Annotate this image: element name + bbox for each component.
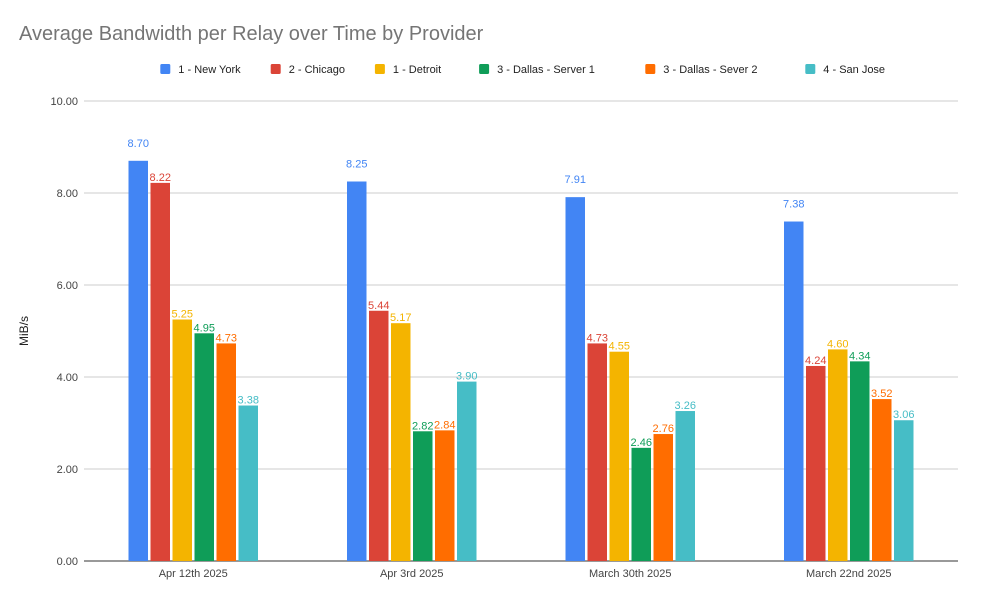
data-label: 5.17 <box>390 312 411 324</box>
data-label: 7.91 <box>565 174 586 186</box>
legend-label: 3 - Dallas - Sever 2 <box>663 64 757 76</box>
data-label: 2.84 <box>434 419 455 431</box>
data-label: 8.22 <box>150 172 171 184</box>
data-label: 5.25 <box>172 309 193 321</box>
y-tick-label: 4.00 <box>57 372 78 384</box>
bar[interactable] <box>457 381 477 561</box>
x-tick-label: March 22nd 2025 <box>806 568 892 580</box>
gridlines <box>84 100 958 562</box>
legend-label: 1 - New York <box>178 64 241 76</box>
data-label: 3.90 <box>456 371 477 383</box>
data-label: 4.60 <box>827 338 848 350</box>
y-tick-label: 6.00 <box>57 280 78 292</box>
y-axis-label: MiB/s <box>17 316 31 346</box>
data-label: 8.70 <box>128 138 149 150</box>
data-label: 7.38 <box>783 199 804 211</box>
legend-label: 2 - Chicago <box>289 64 345 76</box>
legend-swatch <box>270 64 281 74</box>
data-label: 3.26 <box>675 400 696 412</box>
x-axis: Apr 12th 2025 Apr 3rd 2025 March 30th 2025… <box>159 568 892 580</box>
bar[interactable] <box>172 319 193 562</box>
data-label: 4.24 <box>805 355 826 367</box>
data-label: 2.82 <box>412 420 433 432</box>
bar[interactable] <box>850 361 870 561</box>
bar[interactable] <box>675 411 696 561</box>
legend-label: 4 - San Jose <box>823 64 885 76</box>
y-tick-label: 2.00 <box>57 464 78 476</box>
data-label: 5.44 <box>368 300 389 312</box>
data-label: 4.95 <box>194 322 215 334</box>
bar[interactable] <box>828 349 848 561</box>
bar[interactable] <box>565 197 586 561</box>
x-tick-label: Apr 12th 2025 <box>159 568 228 580</box>
data-label: 4.55 <box>609 341 630 353</box>
x-tick-label: March 30th 2025 <box>589 568 672 580</box>
legend-swatch <box>805 64 816 74</box>
bar[interactable] <box>784 221 804 561</box>
bar[interactable] <box>391 323 411 561</box>
bar[interactable] <box>128 160 149 562</box>
bar[interactable] <box>587 343 608 561</box>
legend-swatch <box>479 64 490 74</box>
y-tick-label: 0.00 <box>57 556 78 568</box>
bar[interactable] <box>238 405 259 561</box>
legend-item[interactable]: 3 - Dallas - Server 1 <box>479 64 595 76</box>
y-axis: 0.00 2.00 4.00 6.00 8.00 10.00 <box>50 96 78 568</box>
data-label: 2.46 <box>631 437 652 449</box>
legend-label: 3 - Dallas - Server 1 <box>497 64 595 76</box>
bar[interactable] <box>653 434 674 561</box>
data-label: 4.34 <box>849 350 870 362</box>
bar[interactable] <box>435 430 455 561</box>
bar[interactable] <box>872 399 892 561</box>
legend-item[interactable]: 1 - Detroit <box>374 64 441 76</box>
data-labels: 8.708.225.254.954.733.388.255.445.172.82… <box>128 138 915 449</box>
data-label: 3.06 <box>893 409 914 421</box>
bar[interactable] <box>194 333 215 561</box>
y-tick-label: 8.00 <box>57 188 78 200</box>
legend-label: 1 - Detroit <box>393 64 441 76</box>
data-label: 2.76 <box>653 423 674 435</box>
legend-item[interactable]: 1 - New York <box>160 64 241 76</box>
x-tick-label: Apr 3rd 2025 <box>380 568 444 580</box>
data-label: 4.73 <box>587 332 608 344</box>
bar[interactable] <box>894 420 914 561</box>
bar[interactable] <box>609 351 630 561</box>
legend-item[interactable]: 4 - San Jose <box>805 64 885 76</box>
chart-title: Average Bandwidth per Relay over Time by… <box>19 23 484 45</box>
bar[interactable] <box>413 431 433 561</box>
data-label: 3.52 <box>871 388 892 400</box>
bar[interactable] <box>631 447 652 561</box>
bar[interactable] <box>347 181 367 562</box>
legend-item[interactable]: 3 - Dallas - Sever 2 <box>645 64 757 76</box>
legend-item[interactable]: 2 - Chicago <box>270 64 345 76</box>
legend-swatch <box>645 64 656 74</box>
bar[interactable] <box>369 310 389 561</box>
legend-swatch <box>374 64 385 74</box>
bar[interactable] <box>150 182 171 561</box>
data-label: 3.38 <box>238 395 259 407</box>
bar[interactable] <box>806 365 826 561</box>
bar-series <box>128 160 914 562</box>
data-label: 8.25 <box>346 159 367 171</box>
bar[interactable] <box>216 343 237 561</box>
chart-legend: 1 - New York 2 - Chicago 1 - Detroit 3 - Da… <box>160 64 885 76</box>
data-label: 4.73 <box>216 332 237 344</box>
y-tick-label: 10.00 <box>50 96 78 108</box>
legend-swatch <box>160 64 171 74</box>
